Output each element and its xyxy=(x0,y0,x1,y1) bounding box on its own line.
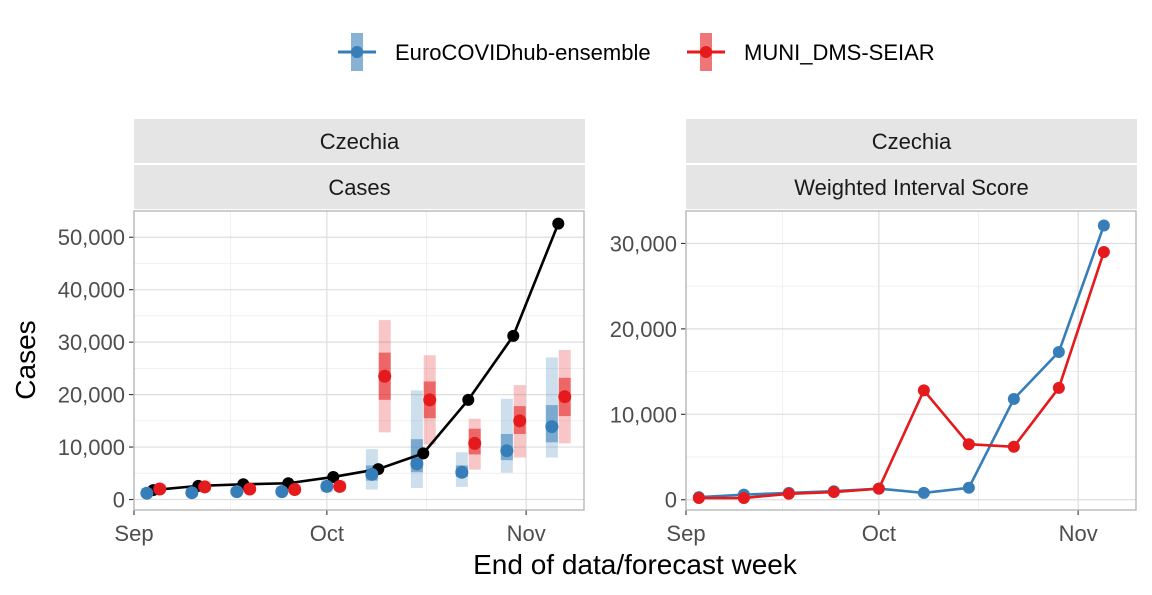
strip-location-bg xyxy=(134,119,585,163)
score-point-muni-dms-seiar xyxy=(917,384,930,397)
score-line-muni-dms-seiar xyxy=(698,251,1106,500)
score-point-muni-dms-seiar xyxy=(1007,440,1020,453)
panel-border xyxy=(685,210,1137,511)
score-point-muni-dms-seiar xyxy=(692,492,705,505)
score-point-muni-dms-seiar xyxy=(782,487,795,500)
y-tick-label: 10,000 xyxy=(610,402,677,427)
strip-target-bg xyxy=(134,165,585,209)
legend-key-muni xyxy=(687,33,725,71)
y-tick-label: 0 xyxy=(113,488,125,513)
score-point-muni-dms-seiar xyxy=(872,482,885,495)
median-point-muni-dms-seiar xyxy=(378,369,392,383)
median-point-eurocovidhub-ensemble xyxy=(140,486,154,500)
score-point-eurocovidhub-ensemble xyxy=(962,481,975,494)
observed-line xyxy=(153,223,560,492)
median-point-muni-dms-seiar xyxy=(333,479,347,493)
median-point-eurocovidhub-ensemble xyxy=(500,444,514,458)
median-point-eurocovidhub-ensemble xyxy=(320,479,334,493)
y-tick-label: 0 xyxy=(665,488,677,513)
median-point-muni-dms-seiar xyxy=(423,393,437,407)
y-axis-title: Cases xyxy=(10,320,41,399)
x-tick-label: Sep xyxy=(114,521,153,546)
y-tick-label: 10,000 xyxy=(58,435,125,460)
median-point-muni-dms-seiar xyxy=(243,482,257,496)
x-tick-label: Nov xyxy=(1059,521,1098,546)
median-point-muni-dms-seiar xyxy=(288,483,302,497)
median-point-eurocovidhub-ensemble xyxy=(410,457,424,471)
strip-target-label: Weighted Interval Score xyxy=(794,175,1028,200)
panel-background xyxy=(134,211,584,510)
median-point-eurocovidhub-ensemble xyxy=(230,485,244,499)
score-point-eurocovidhub-ensemble xyxy=(1007,392,1020,405)
median-point-eurocovidhub-ensemble xyxy=(545,420,559,434)
legend-key-ensemble xyxy=(338,33,376,71)
score-point-muni-dms-seiar xyxy=(1052,381,1065,394)
observed-point xyxy=(552,217,565,230)
score-point-eurocovidhub-ensemble xyxy=(1097,219,1110,232)
y-tick-label: 50,000 xyxy=(58,225,125,250)
median-point-muni-dms-seiar xyxy=(468,436,482,450)
median-point-muni-dms-seiar xyxy=(153,482,167,496)
strip-location-label: Czechia xyxy=(872,129,952,154)
observed-point xyxy=(462,393,475,406)
strip-location-bg xyxy=(686,119,1137,163)
x-tick-label: Oct xyxy=(310,521,344,546)
median-point-eurocovidhub-ensemble xyxy=(185,486,199,500)
strip-target-bg xyxy=(686,165,1137,209)
observed-point xyxy=(327,470,340,483)
legend-label-ensemble: EuroCOVIDhub-ensemble xyxy=(395,40,651,65)
score-point-muni-dms-seiar xyxy=(962,438,975,451)
strip-target-label: Cases xyxy=(328,175,390,200)
observed-point xyxy=(507,329,520,342)
x-axis-title: End of data/forecast week xyxy=(473,549,798,580)
score-point-eurocovidhub-ensemble xyxy=(1052,345,1065,358)
panel-cases: Czechia Cases 0 10,000 20,000 30,000 40,000 50,… xyxy=(58,119,585,546)
score-point-eurocovidhub-ensemble xyxy=(917,486,930,499)
x-tick-label: Nov xyxy=(507,521,546,546)
strip-location-label: Czechia xyxy=(320,129,400,154)
panel-border xyxy=(133,210,585,511)
panel-wis: Czechia Weighted Interval Score 0 10,000 20,… xyxy=(610,119,1137,546)
panel-background xyxy=(686,211,1136,510)
median-point-muni-dms-seiar xyxy=(198,480,212,494)
y-tick-label: 20,000 xyxy=(610,317,677,342)
y-tick-label: 30,000 xyxy=(58,330,125,355)
legend-label-muni: MUNI_DMS-SEIAR xyxy=(744,40,935,65)
score-line-eurocovidhub-ensemble xyxy=(698,225,1106,499)
score-point-muni-dms-seiar xyxy=(737,492,750,505)
score-point-muni-dms-seiar xyxy=(1097,246,1110,259)
score-point-muni-dms-seiar xyxy=(827,486,840,499)
legend: EuroCOVIDhub-ensemble MUNI_DMS-SEIAR xyxy=(338,33,935,71)
y-tick-label: 30,000 xyxy=(610,231,677,256)
y-tick-label: 40,000 xyxy=(58,278,125,303)
observed-point xyxy=(417,447,430,460)
x-tick-label: Sep xyxy=(666,521,705,546)
median-point-muni-dms-seiar xyxy=(513,414,527,428)
y-tick-label: 20,000 xyxy=(58,383,125,408)
x-tick-label: Oct xyxy=(862,521,896,546)
median-point-muni-dms-seiar xyxy=(558,390,572,404)
median-point-eurocovidhub-ensemble xyxy=(275,485,289,499)
median-point-eurocovidhub-ensemble xyxy=(455,465,469,479)
median-point-eurocovidhub-ensemble xyxy=(365,467,379,481)
